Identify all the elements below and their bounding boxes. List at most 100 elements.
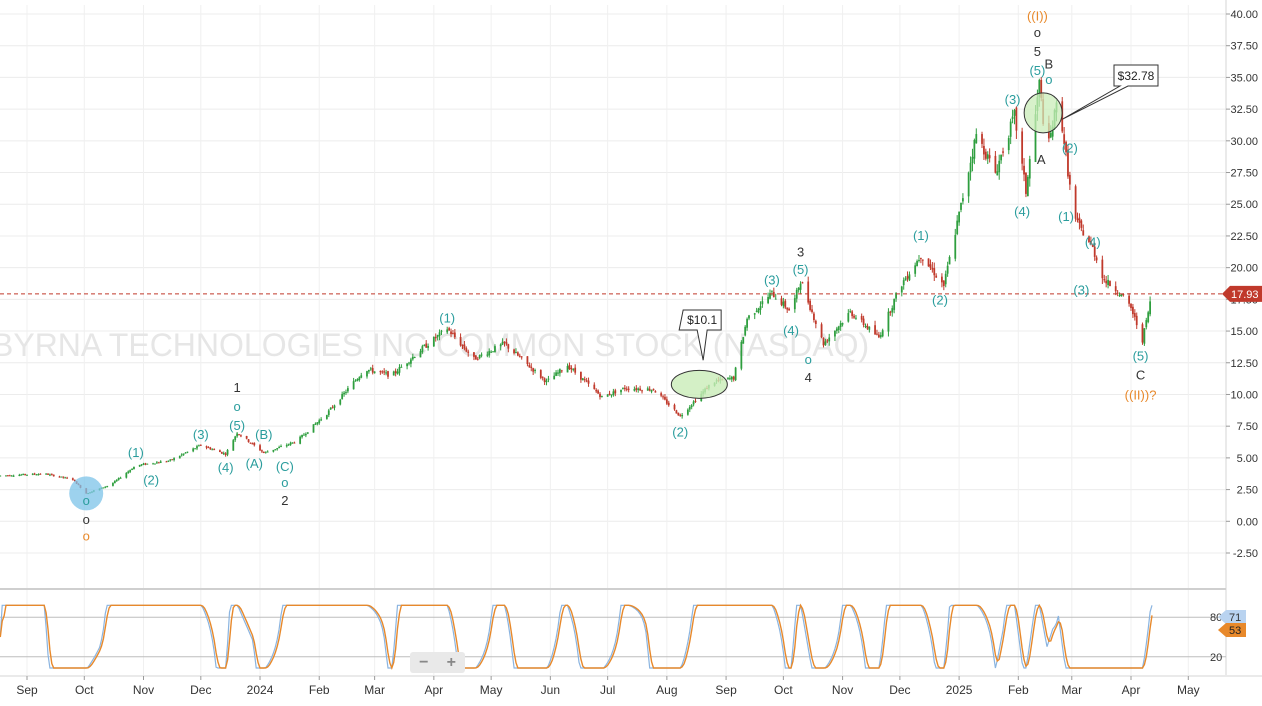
x-tick-label: Oct	[75, 683, 94, 697]
candle-body	[373, 371, 376, 374]
candle-body	[1135, 315, 1138, 326]
candle-body	[320, 419, 323, 421]
x-tick-label: Sep	[715, 683, 737, 697]
candle-body	[224, 453, 227, 456]
candle-body	[1013, 110, 1016, 116]
x-tick-label: Sep	[16, 683, 38, 697]
candle-body	[66, 477, 69, 479]
candle-body	[1038, 80, 1041, 98]
candle-body	[755, 310, 758, 312]
candle-body	[299, 436, 302, 444]
candle-body	[583, 379, 586, 381]
candle-body	[929, 264, 932, 268]
candle-body	[1025, 172, 1027, 194]
candle-body	[599, 393, 601, 398]
candle-body	[1093, 246, 1096, 257]
candle-body	[205, 446, 208, 448]
zoom-out-button[interactable]: −	[419, 654, 429, 671]
candle-body	[933, 268, 936, 276]
candle-body	[614, 390, 617, 394]
candle-body	[474, 355, 477, 360]
candle-body	[312, 424, 315, 433]
candle-body	[532, 368, 535, 372]
candle-body	[507, 344, 510, 349]
candle-body	[154, 463, 156, 465]
candle-body	[371, 368, 374, 373]
y-tick-label: 2.50	[1237, 485, 1258, 497]
wave-label: (2)	[1062, 140, 1078, 155]
candle-body	[742, 337, 745, 344]
stoch-badge-slow-label: 53	[1229, 625, 1241, 637]
candle-body	[207, 447, 210, 449]
candle-body	[385, 372, 387, 374]
y-tick-label: 15.00	[1230, 326, 1258, 338]
candle-body	[1107, 279, 1109, 286]
candle-body	[847, 313, 850, 322]
candle-body	[962, 198, 964, 202]
candle-body	[1103, 279, 1106, 281]
candle-body	[690, 405, 693, 408]
candle-body	[734, 367, 737, 381]
candle-body	[276, 448, 279, 450]
candle-body	[740, 341, 743, 369]
candle-body	[851, 311, 854, 317]
candle-body	[593, 384, 596, 390]
candle-body	[301, 435, 303, 438]
candle-body	[356, 379, 359, 381]
candle-body	[774, 298, 777, 300]
candle-body	[1109, 281, 1111, 286]
candle-body	[667, 402, 670, 406]
candle-body	[547, 378, 550, 380]
candle-body	[1015, 107, 1018, 131]
wave-label: o	[805, 352, 812, 367]
candle-body	[247, 439, 250, 443]
candle-body	[639, 388, 642, 391]
wave-label: (2)	[143, 473, 159, 488]
candle-body	[1002, 151, 1004, 153]
candle-body	[358, 377, 361, 380]
candle-body	[1067, 149, 1069, 177]
y-tick-label: 10.00	[1230, 389, 1258, 401]
x-tick-label: May	[480, 683, 503, 697]
candle-body	[155, 462, 158, 464]
candle-body	[213, 449, 216, 451]
candle-body	[8, 475, 11, 477]
wave-label: o	[281, 475, 288, 490]
candle-body	[33, 473, 36, 475]
candle-body	[824, 341, 827, 345]
price-callouts: $10.1 $32.78	[678, 64, 1159, 361]
wave-label: (4)	[218, 460, 234, 475]
wave-label: (5)	[793, 262, 809, 277]
candle-body	[560, 370, 563, 372]
candle-body	[931, 267, 934, 270]
candle-body	[406, 363, 408, 367]
candle-body	[581, 378, 584, 381]
candle-body	[387, 371, 389, 377]
highlight-markers	[69, 92, 1063, 511]
candle-body	[967, 172, 970, 197]
candle-body	[480, 354, 483, 356]
candle-body	[1078, 217, 1081, 223]
wave-label: (4)	[1085, 234, 1101, 249]
candle-body	[461, 344, 464, 346]
candle-body	[801, 282, 804, 284]
wave-label: (4)	[1014, 204, 1030, 219]
callout-box-high	[1061, 64, 1159, 120]
zoom-in-button[interactable]: +	[446, 654, 456, 671]
candle-body	[574, 367, 577, 373]
candle-body	[849, 311, 852, 313]
candle-body	[767, 297, 769, 304]
candle-body	[612, 391, 615, 395]
y-tick-label: 30.00	[1230, 136, 1258, 148]
candle-body	[394, 370, 397, 374]
wave-label: 1	[233, 380, 240, 395]
candle-body	[331, 407, 334, 409]
candle-body	[1143, 328, 1146, 344]
wave-label: 5	[1034, 44, 1041, 59]
candle-body	[346, 388, 349, 392]
candle-body	[329, 407, 332, 410]
candle-body	[877, 334, 880, 338]
candle-body	[520, 356, 523, 358]
